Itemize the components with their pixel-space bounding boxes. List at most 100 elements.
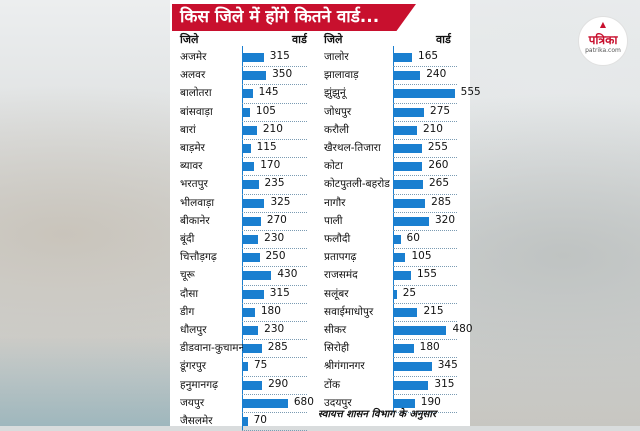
- ward-bar: [243, 326, 259, 335]
- row-separator: [393, 284, 457, 286]
- ward-value: 285: [267, 341, 288, 354]
- row-separator: [242, 412, 307, 413]
- ward-value: 230: [264, 232, 285, 244]
- row-separator: [393, 266, 457, 268]
- ward-bar: [243, 235, 259, 244]
- ward-bar: [394, 344, 414, 354]
- district-name: जालोर: [324, 51, 349, 63]
- row-separator: [242, 120, 307, 122]
- district-name: झालावाड़: [324, 69, 359, 82]
- ward-bar: [394, 107, 425, 117]
- ward-bar: [243, 307, 255, 317]
- ward-value: 350: [272, 68, 293, 81]
- bar-axis: [242, 46, 243, 431]
- ward-value: 190: [420, 395, 441, 408]
- ward-value: 315: [269, 286, 290, 299]
- row-separator: [393, 120, 457, 122]
- ward-bar: [243, 162, 255, 172]
- ward-value: 210: [422, 122, 443, 135]
- row-separator: [393, 339, 457, 341]
- ward-bar: [394, 307, 418, 317]
- ward-value: 115: [256, 141, 277, 153]
- column-header-district: जिले: [324, 33, 343, 46]
- district-name: करौली: [324, 123, 349, 136]
- ward-bar: [394, 144, 422, 153]
- ward-value: 235: [264, 177, 285, 190]
- ward-value: 320: [434, 213, 456, 226]
- district-name: डीडवाना-कुचामन: [180, 342, 245, 355]
- district-name: डूंगरपुर: [180, 360, 207, 373]
- ward-bar: [394, 380, 429, 390]
- bar-axis: [393, 46, 394, 412]
- district-name: बीकानेर: [180, 214, 210, 227]
- ward-bar: [243, 180, 259, 190]
- ward-value: 180: [260, 304, 281, 317]
- ward-bar: [243, 71, 267, 81]
- row-separator: [242, 230, 307, 231]
- ward-value: 555: [460, 86, 481, 99]
- row-separator: [242, 284, 307, 286]
- ward-bar: [394, 125, 417, 135]
- district-name: भरतपुर: [180, 178, 208, 191]
- row-separator: [242, 139, 307, 140]
- chart-title: किस जिले में होंगे कितने वार्ड...: [180, 7, 380, 27]
- logo-crest-icon: ▲: [599, 20, 607, 29]
- ward-value: 165: [418, 50, 439, 62]
- ward-value: 155: [416, 268, 437, 281]
- ward-value: 240: [426, 68, 447, 81]
- ward-value: 25: [402, 286, 417, 299]
- ward-value: 75: [253, 359, 268, 372]
- row-separator: [393, 357, 457, 359]
- ward-value: 265: [428, 177, 449, 190]
- row-separator: [393, 193, 457, 195]
- row-separator: [242, 302, 307, 304]
- column-header-district: जिले: [180, 33, 199, 46]
- row-separator: [393, 211, 457, 213]
- column-header-wards: वार्ड: [436, 33, 451, 46]
- district-name: सवाईमाधोपुर: [324, 305, 374, 318]
- row-separator: [242, 357, 307, 359]
- ward-value: 105: [411, 250, 432, 263]
- ward-value: 275: [430, 104, 451, 117]
- ward-value: 215: [423, 304, 444, 317]
- ward-bar: [394, 289, 397, 299]
- row-separator: [242, 84, 307, 86]
- district-name: ब्यावर: [180, 160, 203, 173]
- ward-bar: [243, 53, 264, 62]
- ward-value: 250: [265, 250, 286, 263]
- ward-bar: [394, 326, 447, 335]
- district-name: श्रीगंगानगर: [324, 360, 365, 373]
- row-separator: [393, 66, 457, 68]
- row-separator: [393, 175, 457, 177]
- district-name: चित्तौड़गढ़: [180, 251, 217, 264]
- ward-value: 260: [428, 159, 449, 172]
- district-name: अजमेर: [180, 51, 207, 63]
- district-name: जोधपुर: [324, 105, 352, 118]
- ward-value: 145: [258, 86, 279, 99]
- row-separator: [242, 157, 307, 159]
- district-name: पाली: [324, 214, 343, 227]
- source-note: स्वायत्त शासन विभाग के अनुसार: [318, 409, 437, 420]
- ward-bar: [243, 380, 263, 390]
- ward-bar: [243, 344, 262, 354]
- ward-value: 325: [270, 195, 291, 208]
- ward-value: 255: [427, 141, 448, 153]
- ward-bar: [243, 144, 251, 153]
- title-banner: [172, 4, 416, 31]
- district-name: राजसमंद: [324, 269, 358, 282]
- ward-bar: [394, 253, 406, 263]
- row-separator: [393, 139, 457, 140]
- patrika-logo: ▲ पत्रिका patrika.com: [578, 16, 628, 66]
- logo-name: पत्रिका: [588, 33, 618, 47]
- ward-bar: [394, 198, 426, 208]
- district-name: बाड़मेर: [180, 142, 205, 154]
- ward-value: 680: [293, 395, 314, 408]
- district-name: चूरू: [180, 269, 195, 282]
- district-name: धौलपुर: [180, 324, 207, 336]
- infographic-panel: [170, 0, 470, 426]
- row-separator: [393, 230, 457, 231]
- ward-value: 315: [269, 50, 290, 62]
- row-separator: [242, 66, 307, 68]
- ward-bar: [243, 107, 250, 117]
- row-separator: [393, 248, 457, 250]
